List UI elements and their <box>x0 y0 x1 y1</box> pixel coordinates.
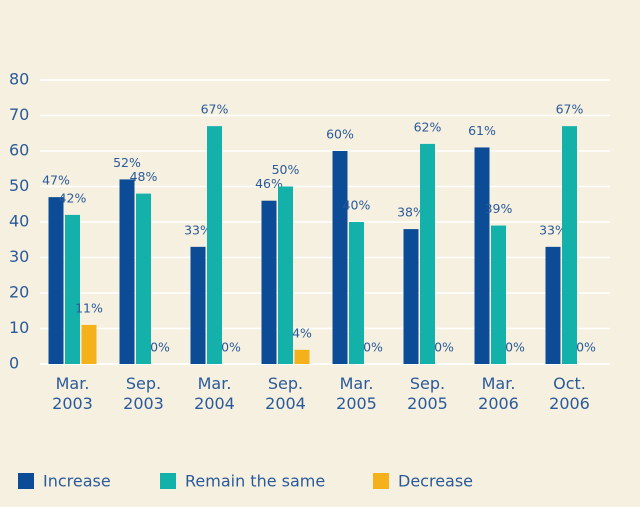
bar <box>562 126 577 365</box>
value-label: 62% <box>414 119 442 134</box>
bar <box>261 200 277 364</box>
x-tick-label: Mar. 2003 <box>52 374 93 413</box>
value-label: 60% <box>326 127 354 142</box>
legend-label: Increase <box>43 472 111 491</box>
y-tick-label: 0 <box>9 354 19 373</box>
y-tick-label: 60 <box>9 141 29 160</box>
value-label: 40% <box>343 198 371 213</box>
x-tick-label: Sep. 2003 <box>123 374 164 413</box>
legend-swatch <box>373 473 389 489</box>
legend-label: Remain the same <box>185 472 325 491</box>
value-label: 67% <box>201 102 229 117</box>
x-tick-label: Sep. 2004 <box>265 374 306 413</box>
bar <box>349 222 364 364</box>
bar <box>278 186 293 364</box>
value-label: 0% <box>150 340 170 355</box>
value-label: 46% <box>255 176 283 191</box>
value-label: 0% <box>505 340 525 355</box>
value-label: 0% <box>576 340 596 355</box>
value-label: 0% <box>434 340 454 355</box>
legend-label: Decrease <box>398 472 473 491</box>
bar <box>81 324 97 364</box>
legend-swatch <box>160 473 176 489</box>
value-label: 11% <box>75 300 103 315</box>
bar <box>474 147 490 364</box>
y-tick-label: 70 <box>9 105 29 124</box>
bar <box>48 197 64 364</box>
legend-swatch <box>18 473 34 489</box>
x-tick-label: Mar. 2005 <box>336 374 377 413</box>
bar <box>491 225 506 364</box>
bar <box>190 246 206 364</box>
y-tick-label: 40 <box>9 212 29 231</box>
value-label: 42% <box>59 190 87 205</box>
y-tick-label: 80 <box>9 70 29 89</box>
bar <box>332 151 348 364</box>
y-tick-label: 50 <box>9 176 29 195</box>
x-tick-label: Mar. 2004 <box>194 374 235 413</box>
bar <box>420 143 435 364</box>
bar <box>294 349 310 364</box>
value-label: 38% <box>397 205 425 220</box>
bar <box>207 126 222 365</box>
x-tick-label: Oct. 2006 <box>549 374 590 413</box>
value-label: 4% <box>292 325 312 340</box>
value-label: 33% <box>184 222 212 237</box>
value-label: 67% <box>556 102 584 117</box>
value-label: 50% <box>272 162 300 177</box>
x-tick-label: Mar. 2006 <box>478 374 519 413</box>
bar <box>545 246 561 364</box>
bar <box>119 179 135 364</box>
y-tick-label: 20 <box>9 283 29 302</box>
value-label: 48% <box>130 169 158 184</box>
y-tick-label: 10 <box>9 318 29 337</box>
value-label: 52% <box>113 155 141 170</box>
value-label: 61% <box>468 123 496 138</box>
bar <box>136 193 151 364</box>
bar <box>65 214 80 364</box>
y-tick-label: 30 <box>9 247 29 266</box>
value-label: 39% <box>485 201 513 216</box>
value-label: 0% <box>221 340 241 355</box>
value-label: 47% <box>42 173 70 188</box>
x-tick-label: Sep. 2005 <box>407 374 448 413</box>
value-label: 33% <box>539 222 567 237</box>
bar <box>403 229 419 364</box>
value-label: 0% <box>363 340 383 355</box>
